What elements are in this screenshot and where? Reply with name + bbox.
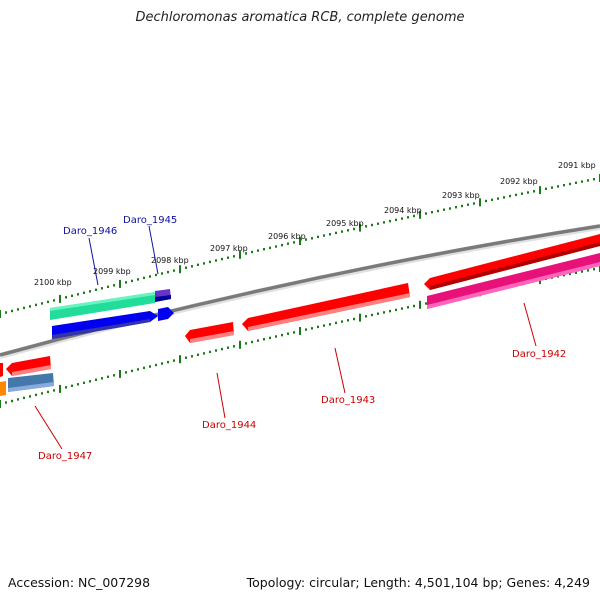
genome-summary-text: Topology: circular; Length: 4,501,104 bp… <box>246 575 590 590</box>
kbp-label-2094: 2094 kbp <box>384 206 422 215</box>
upper-tick-track <box>0 174 600 318</box>
gene-daro-1946[interactable] <box>50 292 155 320</box>
leader-daro-1945 <box>148 225 159 275</box>
kbp-label-2096: 2096 kbp <box>268 232 306 241</box>
gene-steelblue[interactable] <box>8 373 54 392</box>
gene-daro-1942-red[interactable] <box>424 234 600 290</box>
kbp-label-2092: 2092 kbp <box>500 177 538 186</box>
gene-daro-1946-blue[interactable] <box>52 311 158 339</box>
gene-daro-1943[interactable] <box>242 283 410 331</box>
label-daro-1945[interactable]: Daro_1945 <box>123 215 177 226</box>
kbp-label-2095: 2095 kbp <box>326 219 364 228</box>
kbp-label-2091: 2091 kbp <box>558 161 596 170</box>
gene-daro-1942[interactable] <box>427 253 600 309</box>
leader-daro-1944 <box>216 372 226 419</box>
gene-daro-1944[interactable] <box>185 322 234 343</box>
accession-text: Accession: NC_007298 <box>8 575 151 590</box>
kbp-label-2099: 2099 kbp <box>93 267 131 276</box>
leader-daro-1943 <box>334 347 346 394</box>
leader-daro-1942 <box>523 302 537 347</box>
label-daro-1942[interactable]: Daro_1942 <box>512 349 566 360</box>
label-daro-1944[interactable]: Daro_1944 <box>202 420 256 431</box>
label-daro-1943[interactable]: Daro_1943 <box>321 395 375 406</box>
gene-daro-1945[interactable] <box>155 289 174 321</box>
kbp-label-2093: 2093 kbp <box>442 191 480 200</box>
genome-title: Dechloromonas aromatica RCB, complete ge… <box>135 10 465 25</box>
kbp-label-2100: 2100 kbp <box>34 278 72 287</box>
kbp-label-2097: 2097 kbp <box>210 244 248 253</box>
gene-orange[interactable] <box>0 381 6 396</box>
label-daro-1947[interactable]: Daro_1947 <box>38 451 92 462</box>
gene-daro-1947[interactable] <box>0 356 51 377</box>
leader-daro-1947 <box>34 405 63 450</box>
kbp-label-2098: 2098 kbp <box>151 256 189 265</box>
leader-daro-1946 <box>88 237 99 286</box>
label-daro-1946[interactable]: Daro_1946 <box>63 226 117 237</box>
